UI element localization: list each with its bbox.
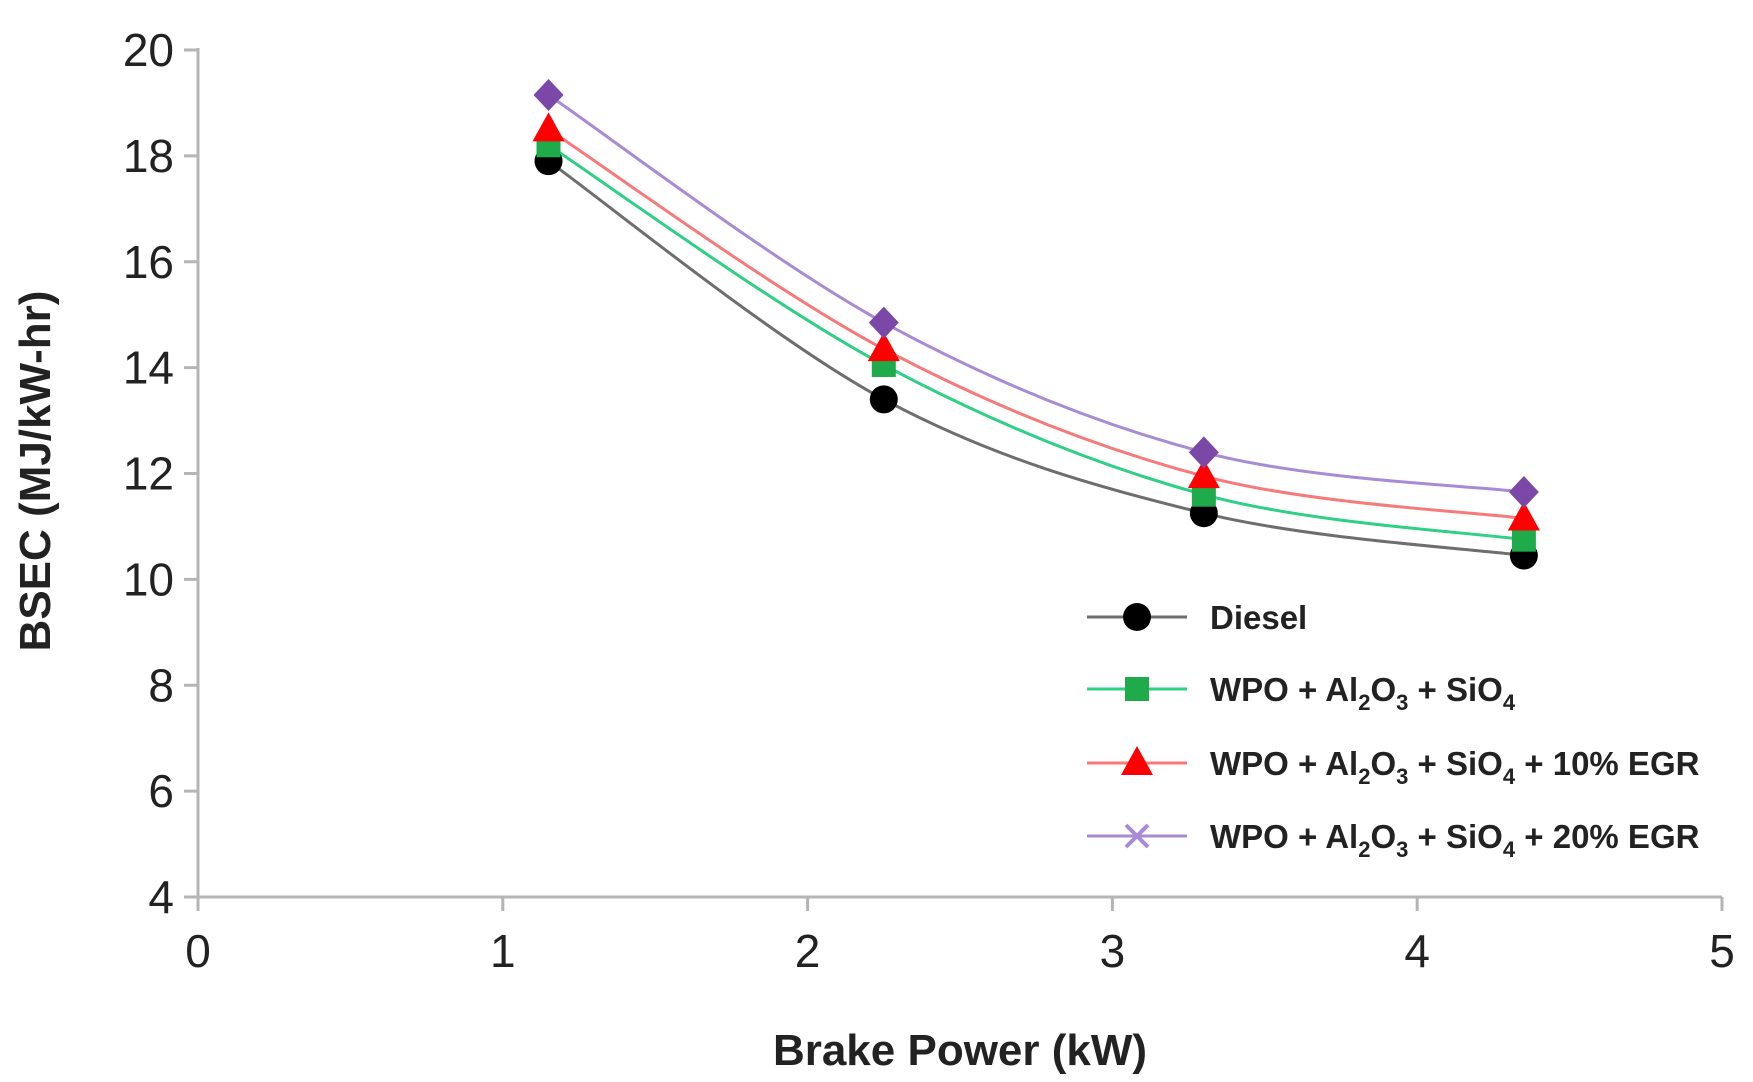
x-tick-label: 4: [1404, 925, 1430, 977]
y-tick-label: 6: [148, 765, 174, 817]
legend-label: WPO + Al2O3 + SiO4 + 10% EGR: [1210, 745, 1700, 789]
data-point: [1508, 476, 1539, 509]
x-tick-label: 2: [795, 925, 821, 977]
legend-item: Diesel: [1087, 599, 1307, 636]
x-axis-title: Brake Power (kW): [773, 1026, 1147, 1075]
data-point: [1188, 436, 1219, 469]
data-point: [867, 332, 900, 362]
legend-label: WPO + Al2O3 + SiO4 + 20% EGR: [1210, 818, 1700, 862]
y-tick-label: 14: [123, 342, 174, 394]
legend-item: WPO + Al2O3 + SiO4: [1087, 671, 1516, 715]
y-tick-label: 16: [123, 236, 174, 288]
data-point: [1187, 459, 1220, 489]
y-tick-label: 10: [123, 553, 174, 605]
legend-marker: [1121, 746, 1153, 775]
y-tick-label: 4: [148, 871, 174, 923]
data-point: [533, 78, 564, 111]
series-line-1: [547, 159, 1525, 558]
legend-marker: [1123, 603, 1151, 631]
legend: Diesel WPO + Al2O3 + SiO4 WPO + Al2O3 + Si…: [1087, 599, 1700, 862]
series-line-2: [547, 144, 1525, 542]
legend-item: WPO + Al2O3 + SiO4 + 20% EGR: [1087, 818, 1700, 862]
y-axis-title: BSEC (MJ/kW-hr): [11, 291, 60, 652]
data-point: [1507, 501, 1540, 531]
legend-item: WPO + Al2O3 + SiO4 + 10% EGR: [1087, 745, 1700, 789]
legend-label: WPO + Al2O3 + SiO4: [1210, 671, 1516, 715]
x-tick-label: 3: [1100, 925, 1126, 977]
series-lines: [547, 93, 1525, 558]
legend-marker: [1125, 677, 1149, 701]
series-markers: [532, 78, 1540, 570]
series-line-4: [547, 93, 1525, 494]
data-point: [868, 306, 899, 339]
y-tick-label: 12: [123, 448, 174, 500]
x-tick-label: 1: [490, 925, 516, 977]
y-tick-label: 8: [148, 659, 174, 711]
legend-label: Diesel: [1210, 599, 1307, 636]
y-tick-label: 18: [123, 130, 174, 182]
legend-marker: [1124, 823, 1150, 849]
data-point: [532, 112, 565, 142]
data-point: [1511, 527, 1536, 552]
x-tick-label: 5: [1709, 925, 1735, 977]
data-point: [869, 385, 898, 414]
x-tick-label: 0: [185, 925, 211, 977]
y-tick-label: 20: [123, 24, 174, 76]
series-line-3: [547, 128, 1525, 520]
